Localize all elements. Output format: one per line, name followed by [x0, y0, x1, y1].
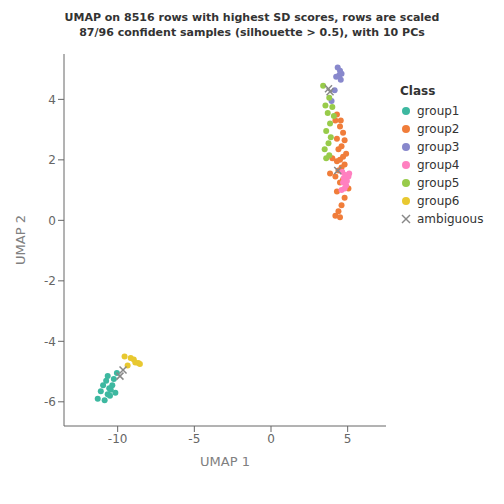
html-text:group2: group2 — [417, 122, 460, 136]
svg-text:-5: -5 — [188, 432, 200, 446]
svg-text:-2: -2 — [44, 274, 56, 288]
html-text:group3: group3 — [417, 140, 460, 154]
svg-text:UMAP 1: UMAP 1 — [200, 454, 250, 469]
svg-text:-6: -6 — [44, 395, 56, 409]
svg-text:-4: -4 — [44, 335, 56, 349]
svg-text:UMAP 2: UMAP 2 — [13, 215, 28, 265]
svg-text:5: 5 — [344, 432, 352, 446]
svg-text:-10: -10 — [108, 432, 128, 446]
html-text:group5: group5 — [417, 176, 460, 190]
html-text:group4: group4 — [417, 158, 460, 172]
svg-text:0: 0 — [48, 214, 56, 228]
html-text:group1: group1 — [417, 104, 460, 118]
html-text:ambiguous: ambiguous — [417, 212, 484, 226]
svg-text:2: 2 — [48, 153, 56, 167]
html-text:UMAP on 8516 rows with highest: UMAP on 8516 rows with highest SD scores… — [64, 11, 440, 24]
html-text:Class: Class — [400, 84, 436, 98]
svg-text:0: 0 — [267, 432, 275, 446]
svg-text:4: 4 — [48, 93, 56, 107]
html-text:group6: group6 — [417, 194, 460, 208]
html-text:87/96 confident samples (silho: 87/96 confident samples (silhouette > 0.… — [79, 26, 425, 39]
